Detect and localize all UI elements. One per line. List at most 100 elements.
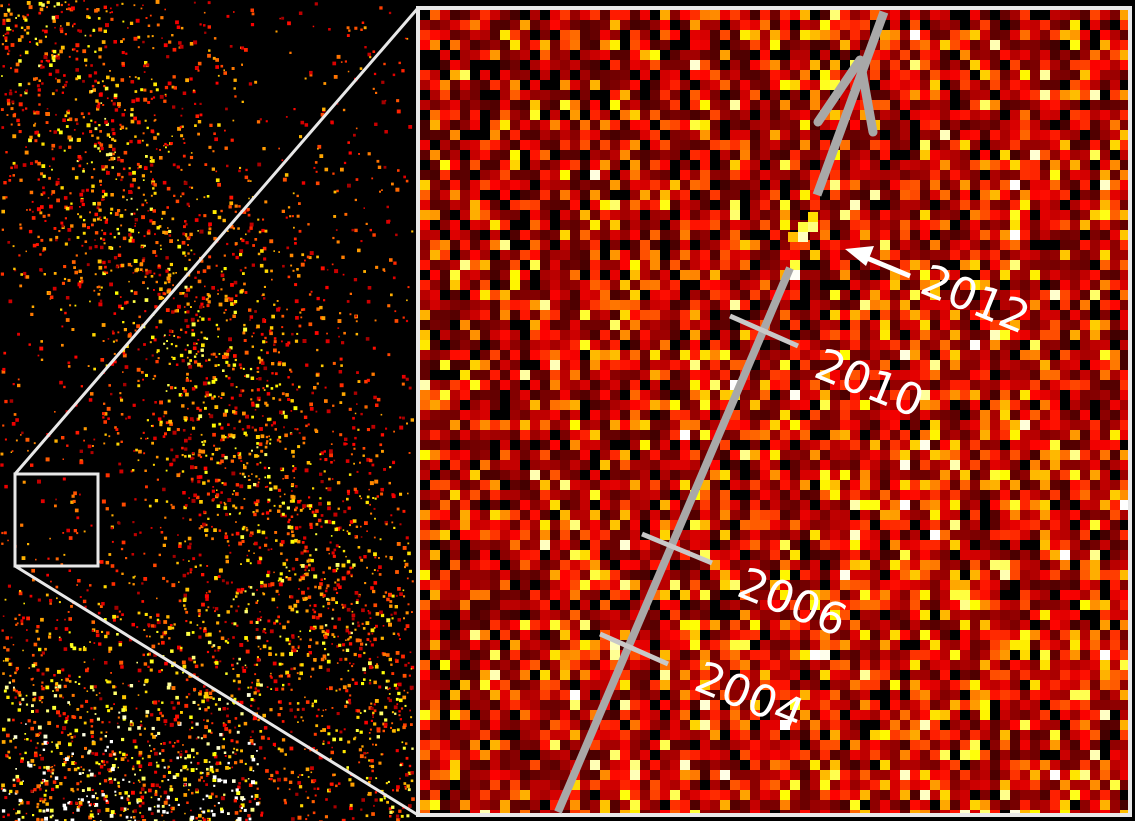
speckle bbox=[256, 324, 260, 329]
speckle bbox=[320, 451, 324, 455]
speckle bbox=[282, 264, 285, 268]
pixel bbox=[1020, 100, 1030, 110]
speckle bbox=[130, 265, 133, 267]
speckle bbox=[7, 10, 10, 13]
speckle bbox=[76, 708, 80, 711]
speckle bbox=[19, 83, 22, 86]
pixel bbox=[730, 100, 740, 110]
speckle bbox=[194, 565, 197, 568]
pixel bbox=[710, 30, 720, 40]
speckle bbox=[230, 383, 234, 387]
speckle bbox=[85, 188, 89, 192]
speckle bbox=[236, 700, 240, 704]
speckle bbox=[63, 553, 66, 556]
speckle bbox=[359, 754, 364, 759]
speckle bbox=[141, 259, 145, 263]
speckle bbox=[247, 213, 251, 217]
speckle bbox=[102, 271, 106, 276]
pixel bbox=[640, 60, 650, 70]
speckle bbox=[360, 642, 364, 646]
speckle bbox=[77, 766, 80, 770]
pixel bbox=[520, 30, 530, 40]
speckle bbox=[290, 607, 295, 612]
speckle bbox=[205, 592, 208, 594]
speckle bbox=[198, 475, 203, 479]
speckle bbox=[39, 797, 43, 802]
speckle bbox=[268, 652, 272, 656]
speckle bbox=[170, 503, 173, 506]
speckle bbox=[181, 454, 184, 457]
speckle bbox=[150, 97, 153, 100]
speckle bbox=[392, 810, 395, 813]
speckle bbox=[220, 779, 223, 782]
speckle bbox=[173, 194, 176, 197]
speckle bbox=[99, 184, 102, 186]
speckle bbox=[202, 798, 205, 801]
speckle bbox=[337, 635, 339, 638]
speckle bbox=[205, 359, 208, 362]
speckle bbox=[327, 607, 330, 610]
speckle bbox=[292, 469, 295, 473]
pixel bbox=[1080, 70, 1090, 80]
speckle bbox=[368, 488, 370, 491]
speckle bbox=[71, 328, 75, 331]
speckle bbox=[245, 649, 250, 654]
speckle bbox=[33, 124, 36, 127]
speckle bbox=[288, 642, 291, 646]
speckle bbox=[294, 573, 297, 576]
speckle bbox=[70, 736, 74, 739]
speckle bbox=[91, 84, 95, 88]
speckle bbox=[241, 799, 244, 802]
speckle bbox=[325, 339, 330, 344]
speckle bbox=[243, 475, 246, 478]
speckle bbox=[314, 2, 318, 6]
speckle bbox=[190, 465, 194, 470]
speckle bbox=[246, 639, 249, 642]
speckle bbox=[223, 267, 227, 271]
speckle bbox=[165, 308, 170, 312]
speckle bbox=[49, 598, 53, 603]
speckle bbox=[258, 546, 262, 549]
speckle bbox=[375, 454, 379, 458]
pixel bbox=[970, 80, 980, 90]
speckle bbox=[201, 441, 204, 443]
pixel bbox=[1000, 80, 1010, 90]
speckle bbox=[376, 495, 379, 498]
pixel bbox=[960, 80, 970, 90]
speckle bbox=[327, 602, 331, 606]
speckle bbox=[15, 774, 20, 779]
speckle bbox=[244, 762, 247, 765]
speckle bbox=[171, 583, 176, 588]
speckle bbox=[138, 798, 141, 801]
speckle bbox=[251, 335, 253, 338]
speckle bbox=[297, 647, 300, 649]
speckle bbox=[63, 149, 66, 152]
speckle bbox=[396, 542, 401, 546]
speckle bbox=[322, 605, 325, 608]
speckle bbox=[257, 370, 260, 373]
speckle bbox=[49, 130, 52, 132]
speckle bbox=[177, 244, 182, 249]
speckle bbox=[197, 453, 201, 457]
speckle bbox=[358, 748, 362, 752]
speckle bbox=[159, 711, 163, 715]
pixel bbox=[1080, 90, 1090, 100]
speckle bbox=[105, 153, 109, 157]
speckle bbox=[68, 801, 71, 803]
speckle bbox=[176, 473, 181, 478]
speckle bbox=[336, 645, 339, 648]
speckle bbox=[367, 752, 369, 754]
speckle bbox=[104, 220, 108, 224]
speckle bbox=[192, 419, 195, 422]
speckle bbox=[132, 765, 135, 768]
speckle bbox=[101, 323, 106, 327]
speckle bbox=[82, 733, 86, 737]
pixel bbox=[540, 120, 550, 130]
pixel bbox=[640, 10, 650, 20]
speckle bbox=[251, 742, 254, 745]
speckle bbox=[327, 653, 330, 656]
pixel bbox=[630, 80, 640, 90]
speckle bbox=[278, 504, 282, 508]
speckle bbox=[161, 701, 164, 704]
speckle bbox=[70, 500, 74, 504]
